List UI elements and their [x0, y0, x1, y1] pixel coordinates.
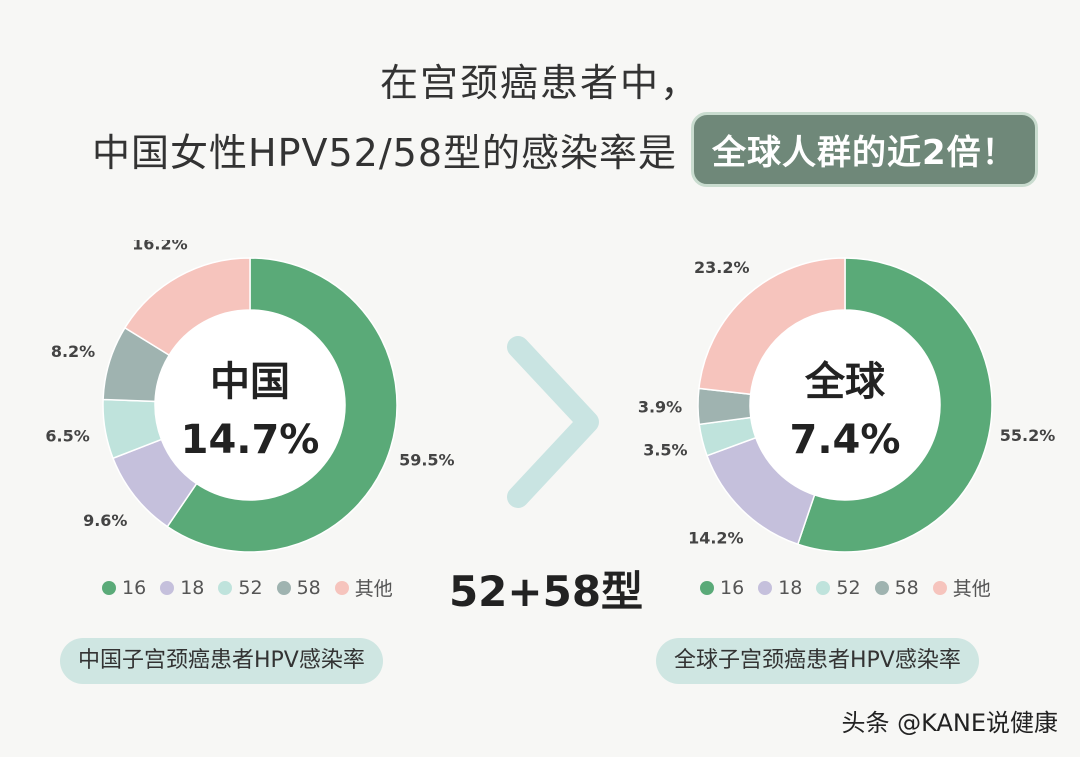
slice-label-18: 14.2%	[688, 528, 744, 547]
legend-item-16: 16	[700, 574, 744, 601]
slice-label-18: 9.6%	[83, 511, 127, 530]
legend-label: 52	[238, 576, 263, 599]
legend-item-18: 18	[758, 574, 802, 601]
legend-label: 52	[836, 576, 861, 599]
global-chart-legend: 16 18 52 58 其他	[700, 574, 991, 601]
legend-item-58: 58	[874, 574, 919, 601]
legend-item-18: 18	[160, 574, 204, 601]
legend-item-52: 52	[218, 574, 263, 601]
donut-center-value: 14.7%	[181, 417, 320, 463]
legend-swatch	[218, 580, 233, 595]
legend-item-其他: 其他	[334, 574, 393, 601]
source-watermark: 头条 @KANE说健康	[841, 709, 1058, 737]
legend-label: 58	[894, 576, 919, 599]
slice-label-58: 8.2%	[51, 342, 95, 361]
china-chart-caption: 中国子宫颈癌患者HPV感染率	[60, 638, 383, 684]
slice-label-52: 3.5%	[643, 440, 687, 459]
slice-label-16: 55.2%	[1000, 426, 1056, 445]
global-chart-caption: 全球子宫颈癌患者HPV感染率	[656, 638, 979, 684]
headline-line-2: 中国女性HPV52/58型的感染率是 全球人群的近2倍！	[92, 112, 1038, 187]
legend-item-16: 16	[102, 574, 146, 601]
legend-swatch	[334, 580, 349, 595]
headline-text: 中国女性HPV52/58型的感染率是	[92, 131, 677, 175]
legend-label: 18	[778, 576, 803, 599]
legend-swatch	[874, 580, 889, 595]
legend-swatch	[102, 580, 116, 595]
china-donut-chart: 59.5% 9.6% 6.5% 8.2% 16.2% 中国 14.7%	[45, 240, 455, 553]
donut-center	[155, 310, 345, 500]
slice-label-58: 3.9%	[638, 398, 682, 417]
legend-swatch	[276, 580, 291, 595]
donut-center-title: 全球	[804, 359, 886, 405]
legend-item-52: 52	[816, 574, 861, 601]
hpv-types-label: 52+58型	[448, 567, 644, 616]
donut-center-value: 7.4%	[790, 417, 901, 463]
slice-label-其他: 16.2%	[132, 240, 188, 253]
headline-highlight-badge: 全球人群的近2倍！	[691, 112, 1038, 187]
legend-swatch	[700, 580, 714, 595]
legend-swatch	[758, 580, 773, 595]
legend-item-其他: 其他	[932, 574, 991, 601]
legend-item-58: 58	[276, 574, 321, 601]
legend-label: 其他	[952, 578, 991, 600]
donut-center	[750, 310, 940, 500]
global-donut-chart: 55.2% 14.2% 3.5% 3.9% 23.2% 全球 7.4%	[638, 257, 1056, 553]
legend-label: 18	[180, 576, 205, 599]
headline-line-1: 在宫颈癌患者中，	[379, 61, 700, 105]
slice-label-16: 59.5%	[399, 450, 455, 469]
legend-label: 16	[720, 576, 745, 599]
greater-than-arrow-icon	[507, 336, 599, 508]
legend-swatch	[932, 580, 947, 595]
legend-label: 58	[296, 576, 321, 599]
legend-swatch	[160, 580, 175, 595]
china-chart-legend: 16 18 52 58 其他	[102, 574, 393, 601]
slice-label-52: 6.5%	[45, 427, 89, 446]
slice-label-其他: 23.2%	[694, 258, 750, 277]
legend-label: 其他	[354, 578, 393, 600]
legend-swatch	[816, 580, 831, 595]
legend-label: 16	[122, 576, 147, 599]
donut-center-title: 中国	[210, 359, 290, 405]
